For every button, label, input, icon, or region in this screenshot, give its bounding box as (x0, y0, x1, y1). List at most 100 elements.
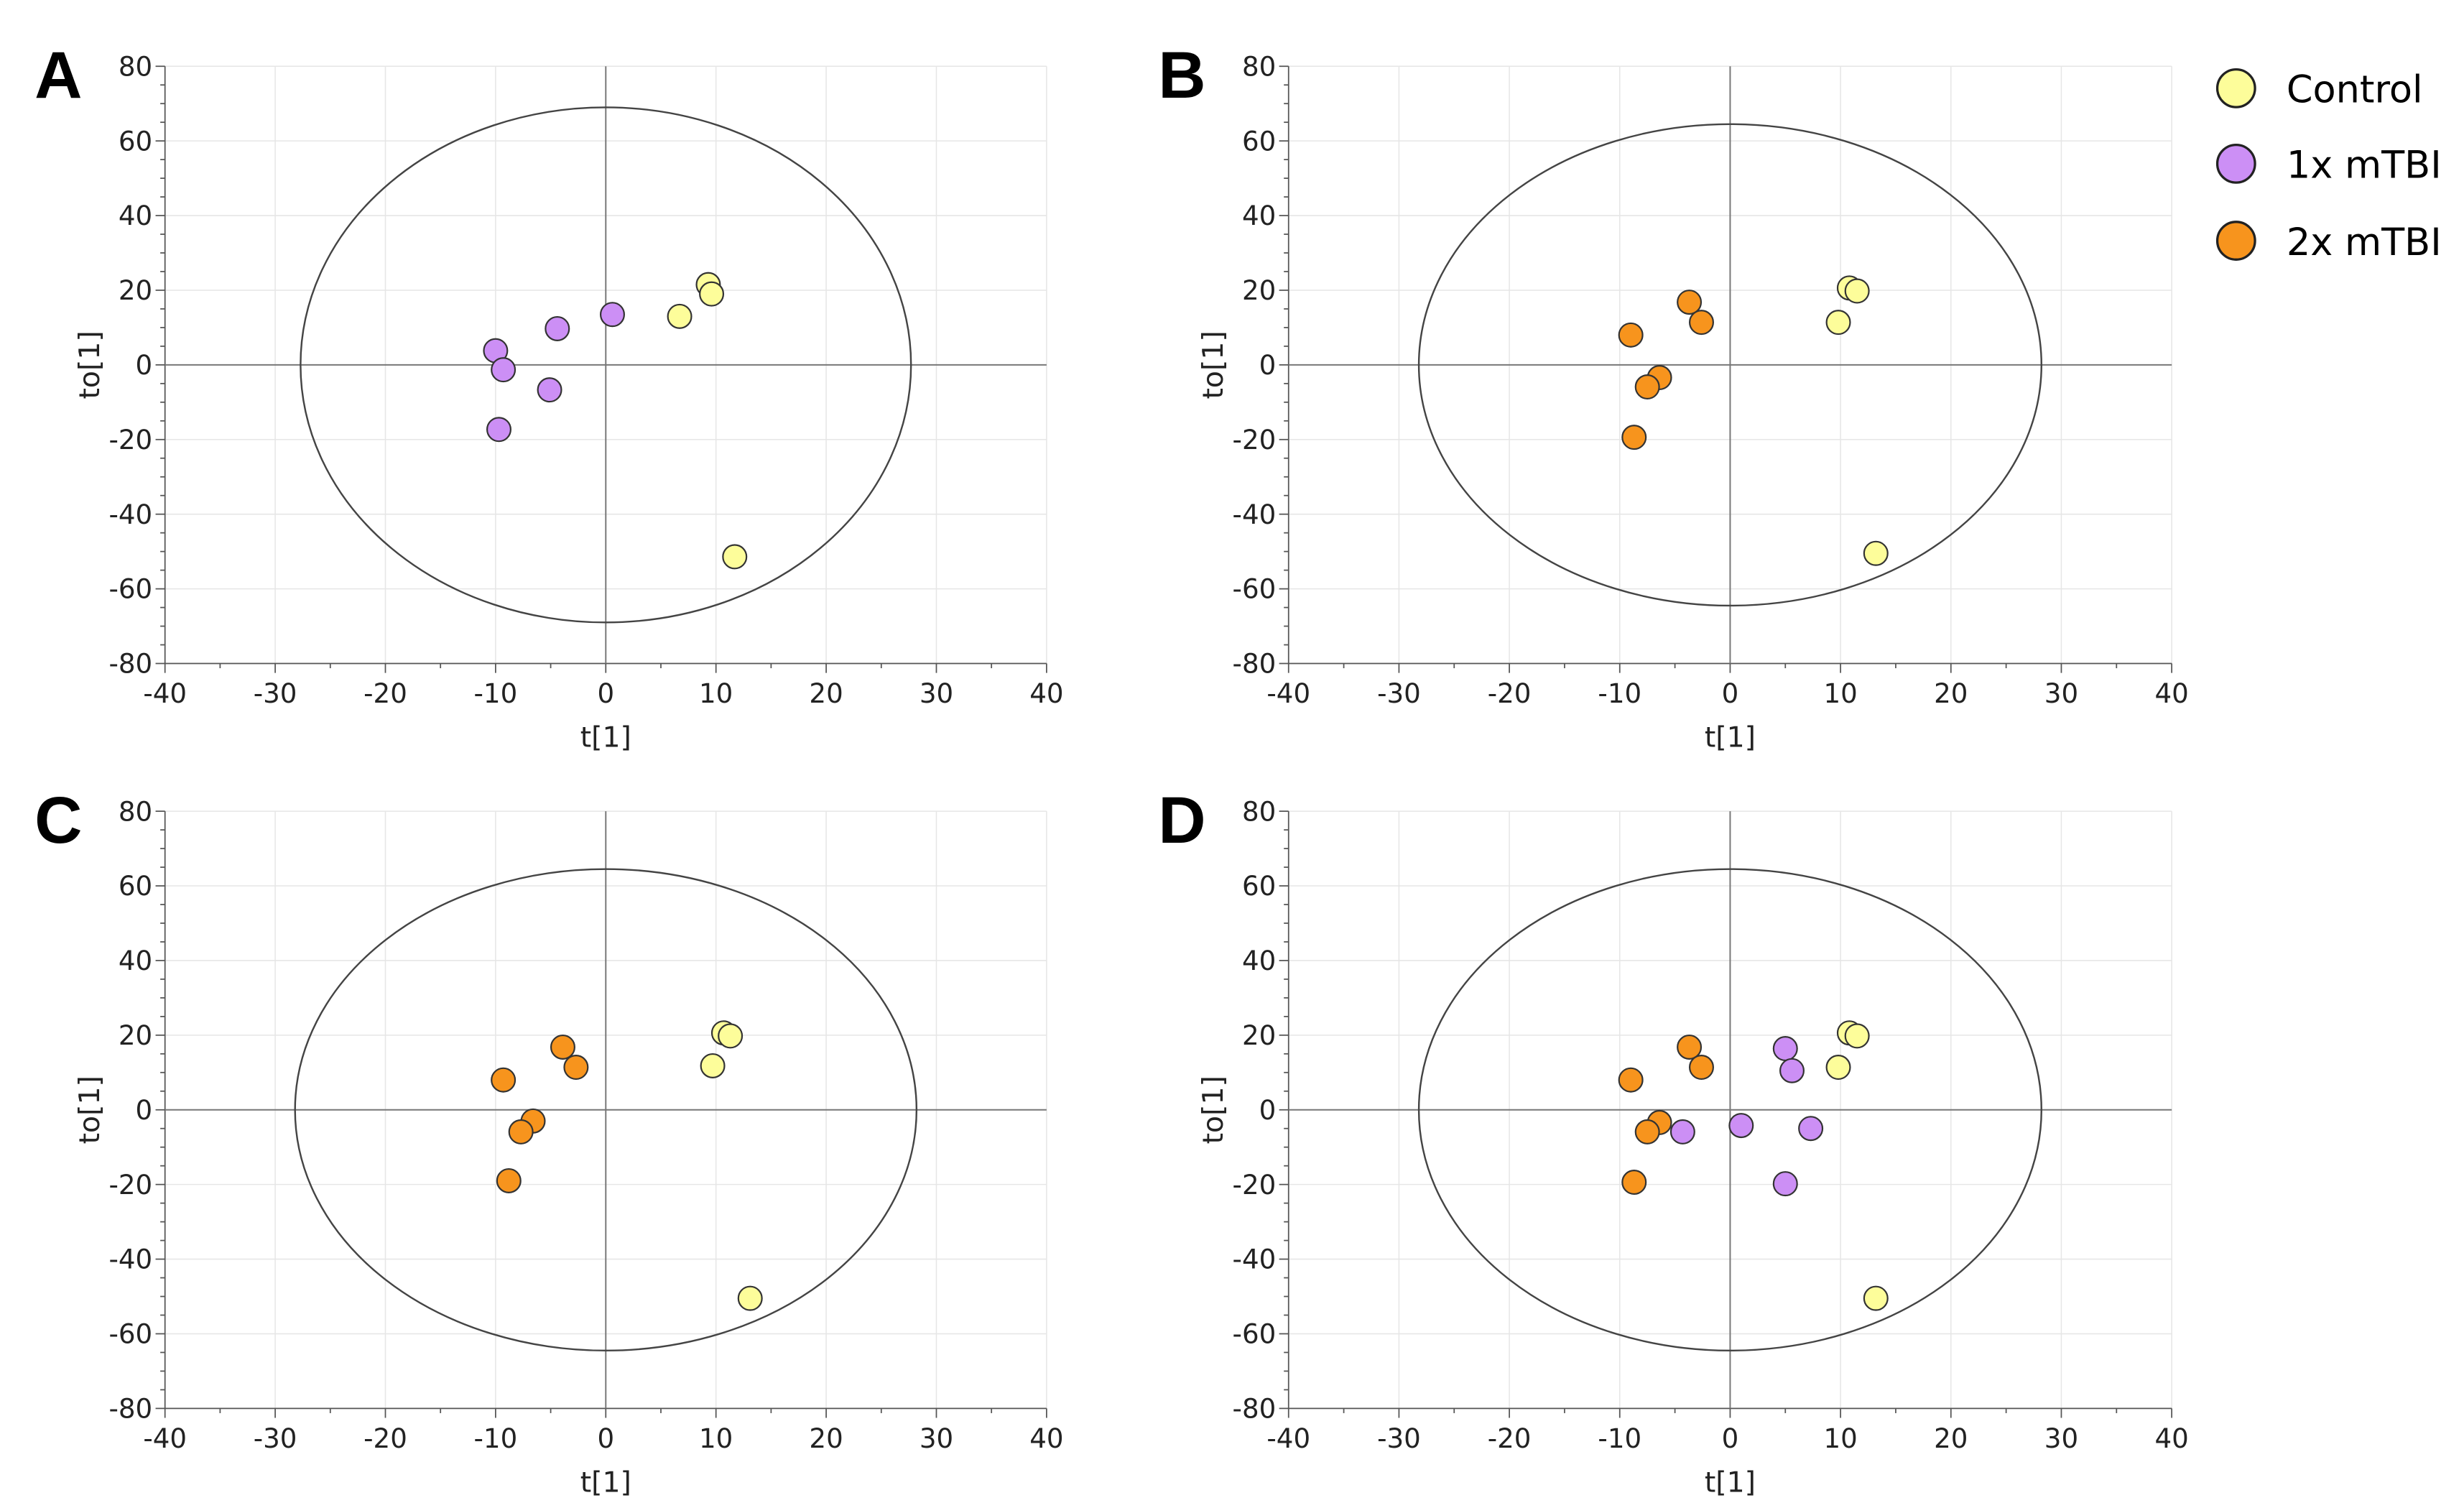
y-tick-label: -60 (108, 573, 152, 605)
legend-marker-2x-mtbi (2215, 221, 2256, 261)
series-control (700, 1020, 763, 1311)
legend-item-2x-mtbi: 2x mTBI (2215, 221, 2442, 264)
y-tick-label: -80 (108, 1393, 152, 1425)
data-point (1634, 374, 1660, 400)
x-tick-label: 20 (809, 1423, 843, 1454)
y-tick-label: 20 (119, 1019, 152, 1051)
x-axis-label: t[1] (580, 1466, 631, 1499)
x-tick-label: -10 (1598, 677, 1641, 709)
data-point (537, 377, 562, 403)
y-tick-label: 60 (1242, 125, 1276, 157)
hotelling-ellipse (294, 868, 918, 1352)
data-point (1688, 310, 1714, 336)
x-tick-label: 40 (1029, 677, 1063, 709)
data-point (563, 1055, 589, 1081)
x-tick-label: -30 (1377, 1423, 1421, 1454)
x-axis-label: t[1] (1705, 721, 1756, 754)
data-point (1863, 1285, 1889, 1311)
data-point (1621, 1170, 1647, 1196)
data-point (496, 1167, 522, 1193)
legend-label-2x-mtbi: 2x mTBI (2287, 221, 2442, 264)
series-2x-mtbi (1618, 1034, 1714, 1196)
data-point (1618, 1067, 1644, 1093)
data-point (1618, 322, 1644, 348)
data-point (486, 417, 511, 443)
data-point (491, 357, 517, 383)
x-tick-label: 0 (1722, 677, 1739, 709)
data-point (599, 302, 625, 328)
x-tick-label: -40 (143, 677, 187, 709)
x-tick-label: 20 (1934, 1423, 1968, 1454)
data-point (1844, 278, 1870, 304)
x-tick-label: 0 (597, 1423, 614, 1454)
data-point (1677, 1034, 1703, 1060)
x-tick-label: 20 (809, 677, 843, 709)
y-tick-label: -40 (1233, 499, 1277, 530)
y-tick-label: 60 (1242, 870, 1276, 902)
panel-letter: C (34, 784, 82, 857)
y-tick-label: 60 (119, 125, 152, 157)
y-axis-label: to[1] (73, 1076, 106, 1144)
x-tick-label: 30 (920, 677, 953, 709)
x-tick-label: -20 (363, 1423, 407, 1454)
x-tick-label: -40 (1266, 1423, 1310, 1454)
panel-c: C -40 -30 -20 -10 0 10 20 30 40 -80 -60 -40 -20 0 20 40 6… (34, 784, 1063, 1499)
y-tick-label: -60 (108, 1318, 152, 1350)
data-point (1825, 1055, 1851, 1081)
y-tick-label: -60 (1233, 573, 1277, 605)
y-tick-label: 0 (136, 1094, 153, 1126)
x-tick-label: 40 (2154, 1423, 2188, 1454)
legend-item-control: Control (2215, 68, 2423, 112)
y-tick-label: 40 (1242, 945, 1276, 976)
x-tick-label: 0 (597, 677, 614, 709)
x-tick-label: -10 (1598, 1423, 1641, 1454)
data-point (1772, 1171, 1798, 1197)
legend-item-1x-mtbi: 1x mTBI (2215, 144, 2442, 188)
legend-label-1x-mtbi: 1x mTBI (2287, 144, 2442, 188)
y-tick-label: 40 (1242, 200, 1276, 231)
data-point (550, 1034, 575, 1060)
data-point (700, 1053, 726, 1078)
y-tick-label: 20 (1242, 274, 1276, 306)
y-tick-label: 60 (119, 870, 152, 902)
y-tick-label: 20 (119, 274, 152, 306)
series-control (1825, 275, 1889, 566)
y-tick-label: 80 (119, 50, 152, 82)
x-tick-label: 10 (1823, 677, 1857, 709)
hotelling-ellipse (1417, 868, 2042, 1352)
panel-letter: B (1158, 39, 1205, 112)
series-1x-mtbi (483, 302, 625, 443)
y-tick-label: 40 (119, 200, 152, 231)
data-point (667, 303, 693, 329)
y-tick-label: -80 (1233, 1393, 1277, 1425)
series-control (667, 272, 748, 570)
x-tick-label: 10 (699, 1423, 733, 1454)
data-point (737, 1285, 763, 1311)
y-tick-label: -40 (108, 499, 152, 530)
data-point (1621, 425, 1647, 450)
panel-d: D -40 -30 -20 -10 0 10 20 30 40 -80 -60 -40 -20 0 20 40 6… (1158, 784, 2189, 1499)
series-control (1825, 1020, 1889, 1311)
x-tick-label: -30 (254, 1423, 297, 1454)
x-axis-label: t[1] (580, 721, 631, 754)
data-point (1728, 1113, 1754, 1139)
x-tick-label: -20 (1488, 1423, 1532, 1454)
data-point (1772, 1036, 1798, 1062)
data-point (1825, 310, 1851, 336)
x-tick-label: 30 (2044, 1423, 2078, 1454)
x-tick-label: 40 (1029, 1423, 1063, 1454)
series-2x-mtbi (491, 1034, 589, 1193)
x-tick-label: 0 (1722, 1423, 1739, 1454)
x-tick-label: 40 (2154, 677, 2188, 709)
y-tick-label: 80 (119, 795, 152, 827)
series-2x-mtbi (1618, 290, 1714, 450)
data-point (699, 281, 725, 307)
y-tick-label: 80 (1242, 50, 1276, 82)
data-point (545, 315, 570, 341)
y-tick-label: 20 (1242, 1019, 1276, 1051)
x-tick-label: 20 (1934, 677, 1968, 709)
x-tick-label: -20 (363, 677, 407, 709)
y-tick-label: -80 (108, 648, 152, 680)
y-tick-label: 0 (136, 349, 153, 381)
